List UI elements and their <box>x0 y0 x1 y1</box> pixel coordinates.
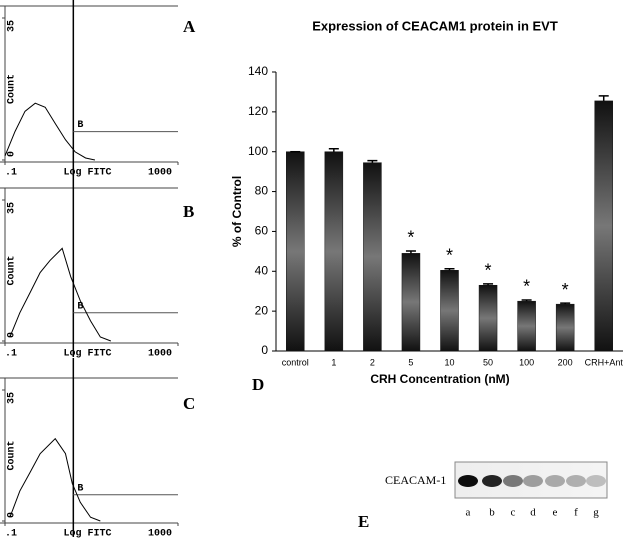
y-tick-label: 60 <box>255 224 269 238</box>
x-tick-label: 200 <box>558 357 573 367</box>
histogram-trace <box>4 102 96 161</box>
x-axis-label: Log FITC <box>63 529 111 540</box>
blot-band <box>566 475 586 487</box>
y-tick-label: 0 <box>261 343 268 357</box>
bar <box>440 270 459 352</box>
lane-label: f <box>574 507 578 519</box>
panel-label: D <box>252 375 264 394</box>
panel-label: A <box>183 17 196 36</box>
y-tick-label: 140 <box>248 64 268 78</box>
panel-label: E <box>358 512 369 531</box>
blot-band <box>586 475 606 487</box>
blot-band <box>458 475 478 487</box>
bar <box>517 300 536 352</box>
bar <box>555 303 575 352</box>
significance-marker: * <box>562 280 569 300</box>
x-tick-label: 1000 <box>148 168 172 179</box>
row-label: CEACAM-1 <box>385 473 446 487</box>
x-tick-label: 2 <box>370 357 375 367</box>
significance-marker: * <box>407 228 414 248</box>
error-bar <box>367 159 378 163</box>
error-bar <box>483 283 494 286</box>
error-bar <box>598 95 609 101</box>
y-tick-label: 35 <box>7 392 18 404</box>
y-axis-label: Count <box>7 255 18 285</box>
error-bar <box>444 267 455 271</box>
histogram-trace <box>9 437 101 522</box>
chart-title: Expression of CEACAM1 protein in EVT <box>312 18 558 33</box>
y-tick-label: 120 <box>248 104 268 118</box>
error-bar <box>405 250 416 254</box>
bar <box>286 151 305 352</box>
lane-label: b <box>489 507 495 519</box>
error-bar <box>560 302 571 305</box>
gate-label: B <box>77 120 83 131</box>
x-tick-label: 5 <box>408 357 413 367</box>
x-tick-label: 1 <box>331 357 336 367</box>
y-tick-label: 80 <box>255 184 269 198</box>
blot-band <box>545 475 565 487</box>
bar <box>478 284 498 352</box>
lane-label: g <box>593 507 599 519</box>
blot-band <box>503 475 523 487</box>
gate-label: B <box>77 301 83 312</box>
bar <box>363 162 382 352</box>
x-axis-label: CRH Concentration (nM) <box>370 372 509 386</box>
blot-image <box>454 461 608 499</box>
y-tick-label: 0 <box>7 151 18 157</box>
blot-band <box>482 475 502 487</box>
bar <box>594 100 613 352</box>
y-tick-label: 100 <box>248 144 268 158</box>
lane-label: d <box>530 507 536 519</box>
y-tick-label: 0 <box>7 512 18 518</box>
x-tick-label: 100 <box>519 357 534 367</box>
x-axis-label: Log FITC <box>63 349 111 360</box>
y-axis-label: Count <box>7 440 18 470</box>
y-tick-label: 20 <box>255 303 269 317</box>
panel-label: B <box>183 202 194 221</box>
blot-band <box>523 475 543 487</box>
y-tick-label: 35 <box>7 20 18 32</box>
y-tick-label: 0 <box>7 332 18 338</box>
lane-label: a <box>466 507 471 519</box>
significance-marker: * <box>485 261 492 281</box>
x-tick-label: .1 <box>5 349 17 360</box>
histogram-trace <box>9 247 112 342</box>
y-axis-label: Count <box>7 74 18 104</box>
lane-label: e <box>553 507 558 519</box>
error-bar <box>521 299 532 302</box>
x-axis-label: Log FITC <box>63 168 111 179</box>
significance-marker: * <box>523 277 530 297</box>
x-tick-label: 50 <box>483 357 493 367</box>
x-tick-label: .1 <box>5 168 17 179</box>
x-tick-label: 10 <box>444 357 454 367</box>
significance-marker: * <box>446 245 453 265</box>
bar <box>324 151 344 352</box>
y-tick-label: 35 <box>7 202 18 214</box>
x-tick-label: 1000 <box>148 529 172 540</box>
x-tick-label: .1 <box>5 529 17 540</box>
gate-label: B <box>77 483 83 494</box>
lane-label: c <box>511 507 516 519</box>
y-axis-label: % of Control <box>230 176 244 247</box>
x-tick-label: control <box>282 357 309 367</box>
error-bar <box>328 147 339 152</box>
x-tick-label: 1000 <box>148 349 172 360</box>
y-tick-label: 40 <box>255 263 269 277</box>
bar <box>401 253 421 352</box>
x-tick-label: CRH+Ant <box>585 357 624 367</box>
panel-label: C <box>183 394 195 413</box>
